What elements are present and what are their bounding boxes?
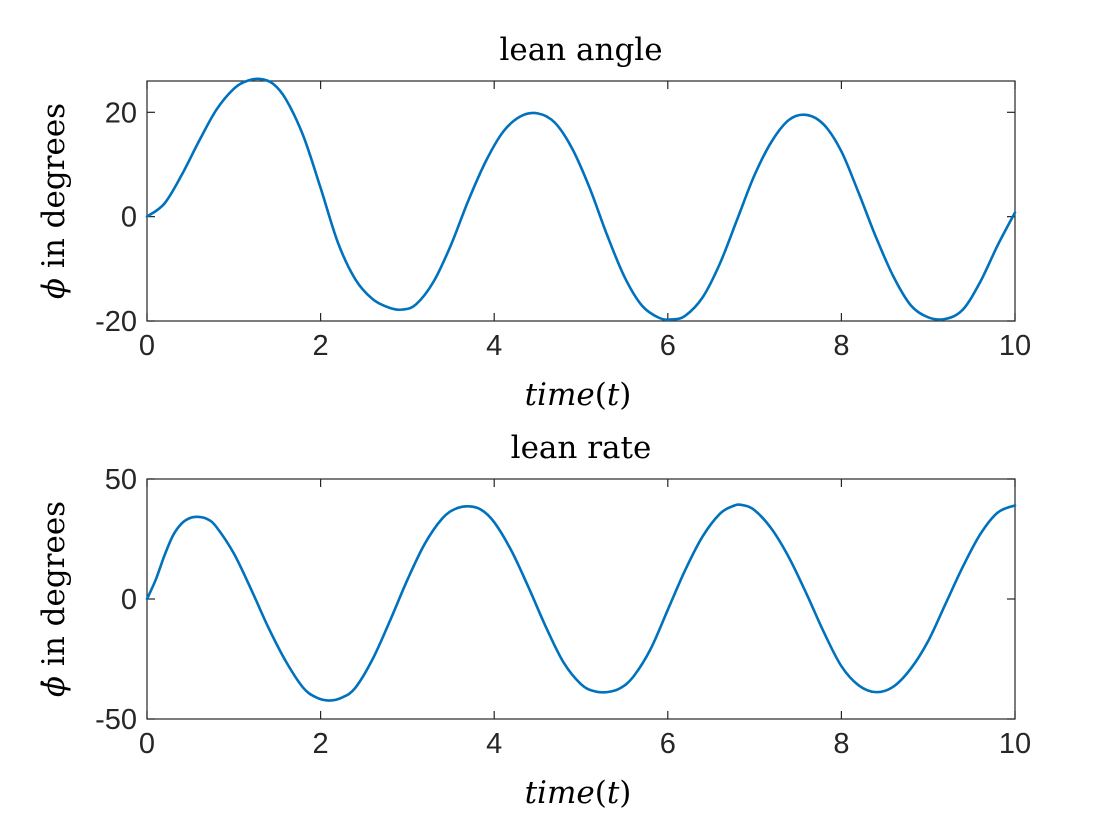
subplot-lean-rate: lean rate time(t) ϕ̇ in degrees 0 2 4 6 8 10 -…: [36, 430, 1031, 811]
x-tick-label: 2: [313, 728, 329, 760]
x-tick-label: 2: [313, 330, 329, 362]
x-axis-label-lean-rate: time(t): [525, 775, 632, 811]
series-line-lean-rate: [145, 503, 1017, 702]
x-tick-label: 4: [486, 728, 502, 760]
plot-area-lean-rate: [146, 478, 1016, 720]
x-tick-label: 4: [486, 330, 502, 362]
ticks-lean-rate: [146, 478, 1016, 720]
x-axis-label-lean-angle: time(t): [525, 377, 632, 413]
subplot-lean-angle: lean angle time(t) ϕ in degrees 0 2 4 6 8 10 -…: [36, 32, 1031, 413]
series-line-lean-angle: [145, 77, 1017, 322]
y-tick-label: 50: [105, 464, 137, 496]
x-tick-label: 0: [139, 330, 155, 362]
x-tick-label: 6: [660, 330, 676, 362]
x-tick-label: 10: [999, 330, 1031, 362]
plot-area-lean-angle: [146, 80, 1016, 322]
y-tick-label: -20: [95, 306, 137, 338]
x-tick-label: 8: [833, 728, 849, 760]
y-tick-label: 20: [105, 97, 137, 129]
y-tick-label: 0: [121, 584, 137, 616]
x-tick-label: 10: [999, 728, 1031, 760]
x-tick-label: 0: [139, 728, 155, 760]
ticks-lean-angle: [146, 81, 1016, 322]
y-tick-label: 0: [121, 202, 137, 234]
x-tick-label: 6: [660, 728, 676, 760]
y-axis-label-lean-rate: ϕ̇ in degrees: [36, 501, 72, 697]
y-tick-label: -50: [95, 704, 137, 736]
chart-title-lean-rate: lean rate: [511, 430, 652, 466]
y-axis-label-lean-angle: ϕ in degrees: [36, 103, 72, 299]
chart-title-lean-angle: lean angle: [499, 32, 662, 68]
x-tick-label: 8: [833, 330, 849, 362]
